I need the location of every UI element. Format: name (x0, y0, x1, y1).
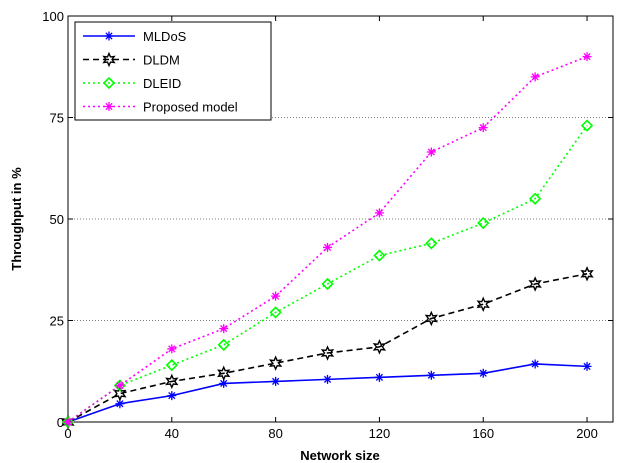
data-point-dleid (477, 216, 490, 230)
data-point-proposed-model (63, 417, 73, 427)
data-point-mldos (167, 391, 177, 401)
data-point-dldm (320, 345, 335, 361)
data-point-dldm (165, 373, 179, 390)
data-point-dldm (476, 296, 490, 312)
data-point-proposed-model (271, 291, 281, 301)
series-proposed-model (63, 52, 592, 427)
axis-ticks: 0 40 80 120 160 200 0 25 50 75 100 (42, 9, 613, 441)
data-point-proposed-model (374, 208, 384, 218)
data-point-dleid (580, 119, 594, 132)
x-tick-label: 120 (369, 426, 391, 441)
legend-marker-dleid (102, 76, 116, 90)
x-tick-label: 160 (472, 426, 494, 441)
y-tick-label: 100 (42, 9, 64, 24)
data-point-proposed-model (426, 147, 436, 157)
data-point-dldm (372, 339, 387, 355)
legend-label-dleid: DLEID (143, 76, 181, 91)
data-point-dleid (321, 277, 334, 291)
x-tick-label: 0 (64, 426, 71, 441)
data-point-dleid (425, 237, 438, 250)
x-axis-title: Network size (300, 448, 379, 463)
legend-item-dldm: DLDM (83, 51, 180, 68)
legend-label-proposed-model: Proposed model (143, 100, 238, 115)
series-line-dleid (67, 125, 588, 423)
data-point-dldm (424, 310, 439, 327)
legend-item-proposed-model: Proposed model (83, 100, 238, 115)
data-point-mldos (582, 361, 592, 371)
legend-item-dleid: DLEID (83, 76, 181, 91)
y-tick-label: 0 (57, 415, 64, 430)
legend-box (74, 21, 272, 121)
data-point-mldos (219, 378, 229, 388)
data-point-mldos (530, 359, 540, 369)
data-point-dleid (165, 359, 178, 372)
legend-marker-dldm (102, 51, 116, 68)
data-point-dleid (269, 306, 282, 319)
legend-marker-proposed-model (104, 102, 114, 111)
legend-item-mldos: MLDoS (83, 29, 187, 44)
data-point-proposed-model (219, 324, 229, 334)
x-tick-label: 80 (268, 426, 282, 441)
legend-label-mldos: MLDoS (143, 29, 187, 44)
data-point-mldos (374, 372, 384, 382)
x-tick-label: 40 (165, 426, 179, 441)
series-layer (61, 52, 594, 430)
data-point-dleid (373, 249, 386, 262)
data-point-mldos (323, 374, 333, 384)
data-point-mldos (478, 368, 488, 378)
data-point-dldm (217, 365, 231, 382)
legend: MLDoS DLDM DLEID Proposed model (74, 21, 272, 121)
data-point-dldm (580, 266, 594, 282)
data-point-dldm (113, 385, 127, 402)
data-point-proposed-model (167, 344, 177, 354)
data-point-dleid (113, 379, 127, 392)
data-point-dldm (268, 355, 283, 371)
data-point-dleid (61, 415, 75, 429)
data-point-mldos (271, 376, 281, 386)
y-tick-label: 25 (50, 314, 64, 329)
data-point-proposed-model (115, 380, 125, 390)
data-point-proposed-model (323, 242, 333, 252)
series-dleid (61, 119, 594, 429)
data-point-proposed-model (478, 123, 488, 133)
data-point-proposed-model (530, 72, 540, 82)
y-tick-label: 50 (50, 212, 64, 227)
legend-label-dldm: DLDM (143, 53, 180, 68)
y-axis-title: Throughput in % (9, 167, 24, 271)
data-point-dldm (528, 276, 542, 292)
y-tick-label: 75 (50, 111, 64, 126)
data-point-mldos (115, 399, 125, 409)
data-point-mldos (426, 370, 436, 380)
data-point-dleid (217, 338, 230, 351)
data-point-proposed-model (582, 52, 592, 62)
data-point-dleid (529, 192, 542, 205)
x-tick-label: 200 (576, 426, 598, 441)
series-line-dldm (67, 273, 588, 423)
legend-marker-mldos (104, 31, 114, 41)
